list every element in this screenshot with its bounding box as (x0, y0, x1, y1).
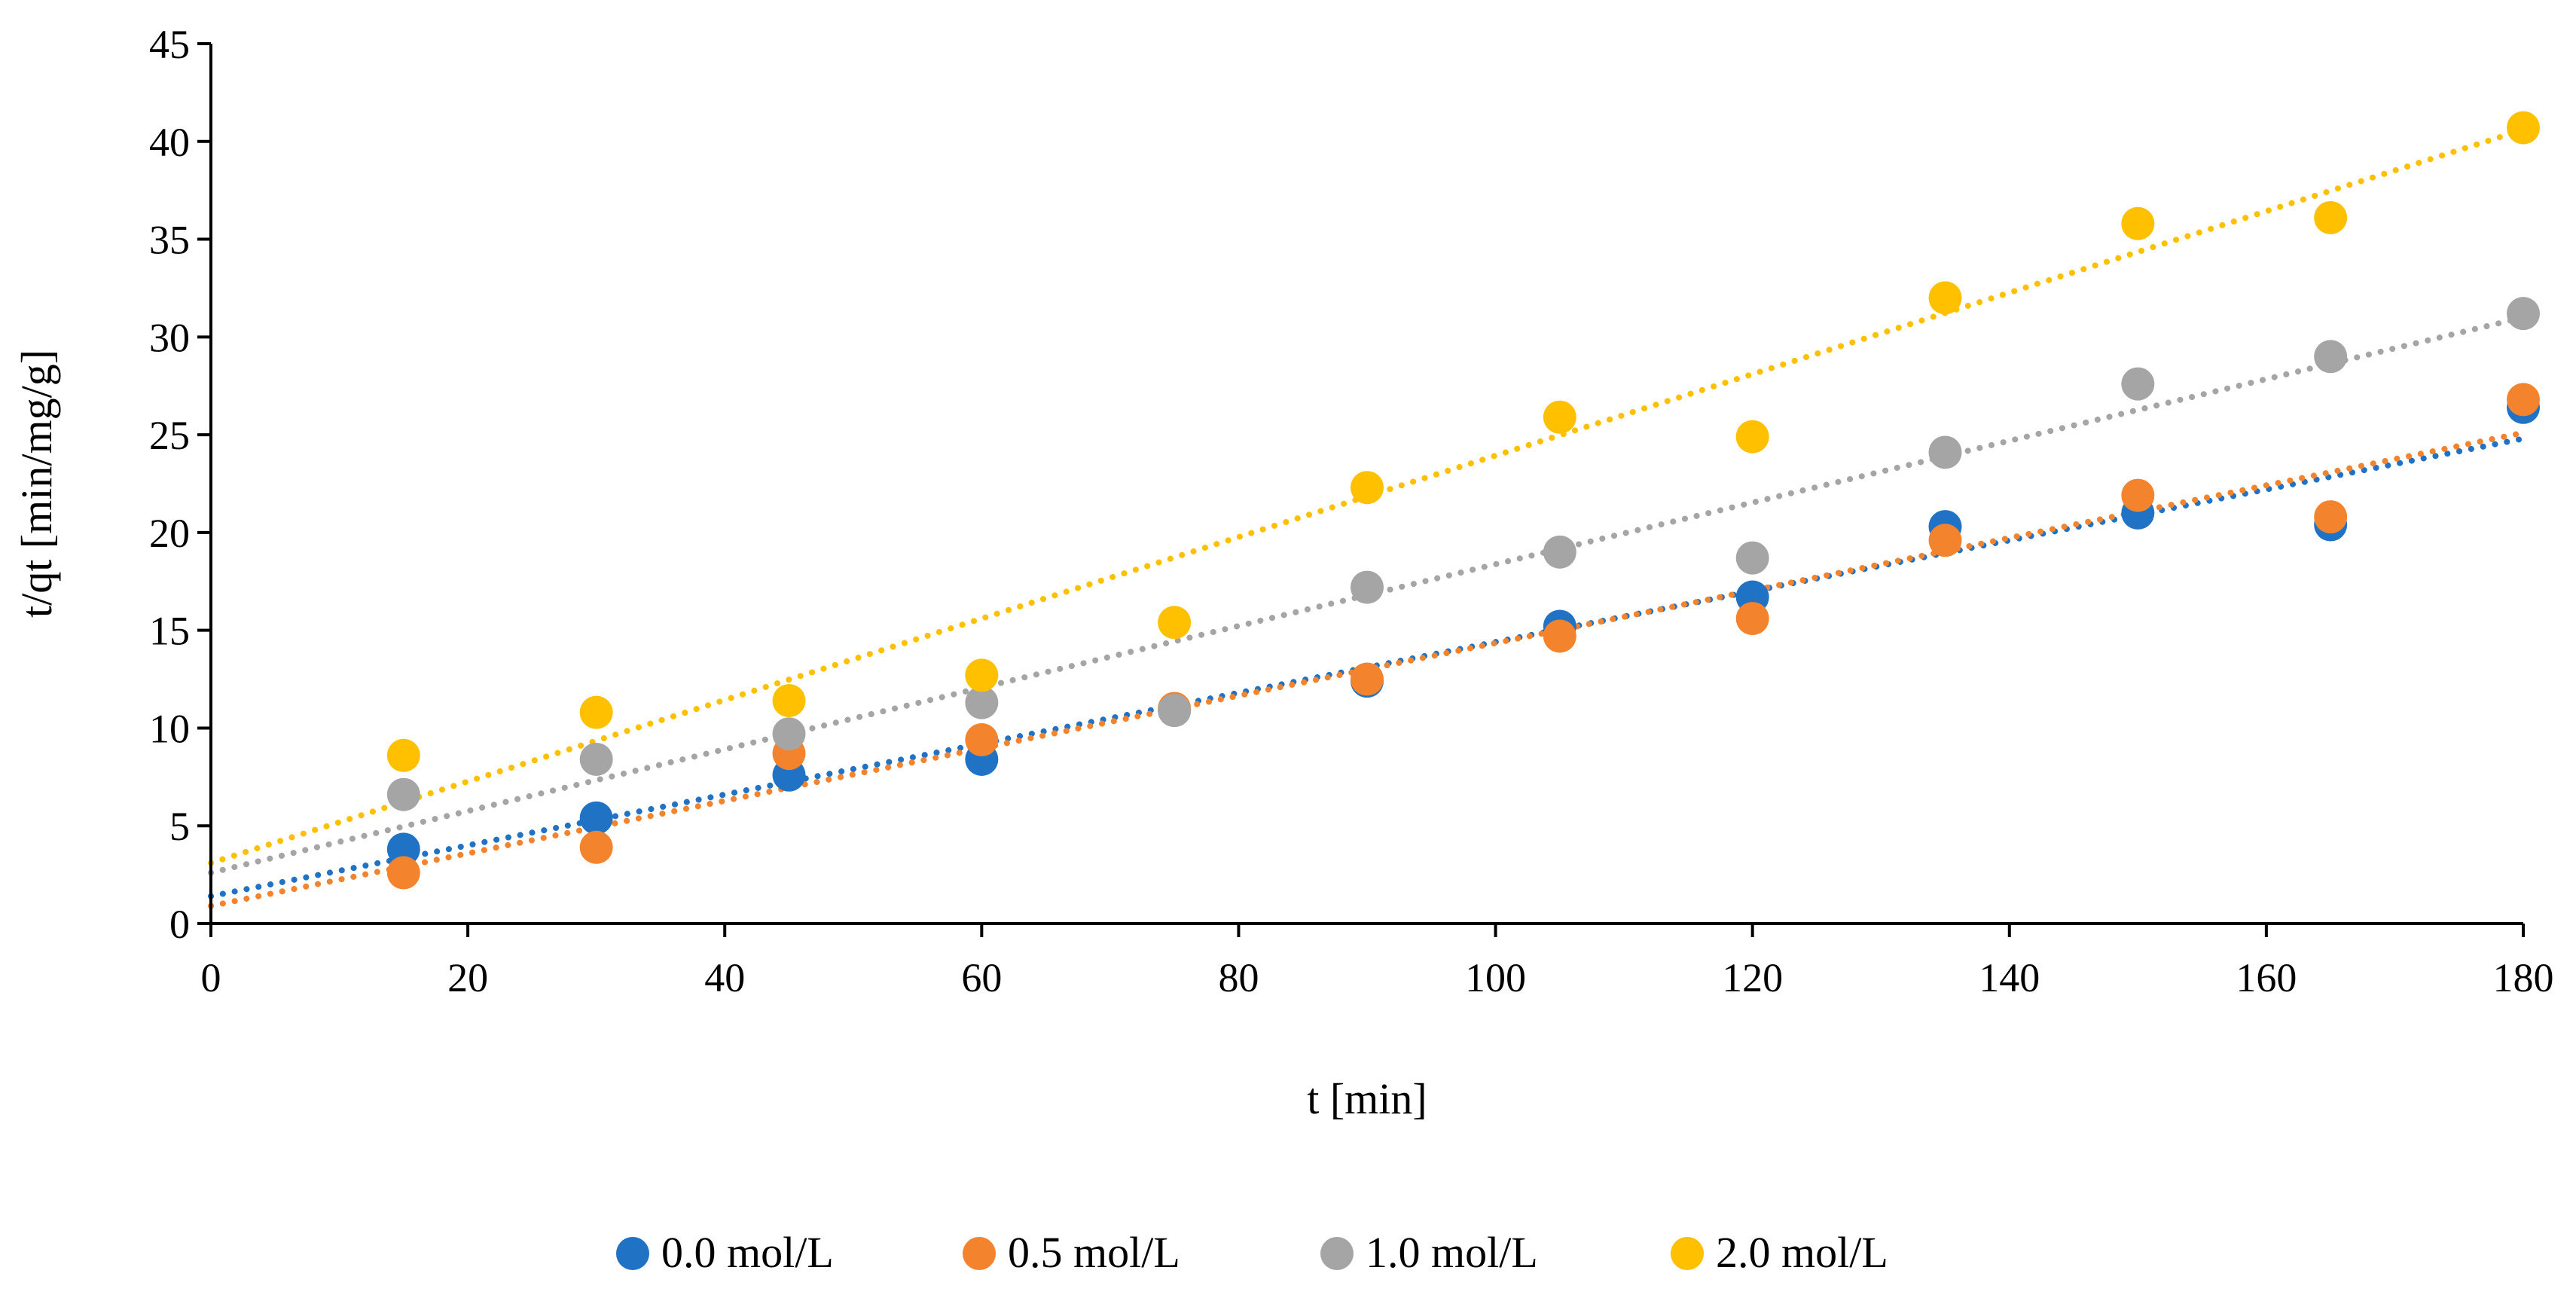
y-tick-label: 30 (149, 315, 190, 360)
trendline-layer (208, 127, 2526, 909)
data-point (1351, 570, 1384, 604)
x-tick-label: 80 (1218, 955, 1259, 1000)
data-point (2314, 201, 2348, 235)
data-point (579, 742, 613, 776)
data-point (2507, 111, 2540, 145)
legend-marker (963, 1237, 996, 1270)
legend-marker (1671, 1237, 1704, 1270)
data-point (1158, 694, 1192, 728)
data-point (1735, 420, 1769, 453)
legend-label: 1.0 mol/L (1366, 1228, 1538, 1277)
data-point (1351, 662, 1384, 696)
y-tick-label: 45 (149, 22, 190, 67)
x-tick-label: 180 (2493, 955, 2554, 1000)
x-tick-label: 120 (1722, 955, 1783, 1000)
data-point (1735, 602, 1769, 636)
x-tick-label: 100 (1465, 955, 1526, 1000)
legend-item: 0.0 mol/L (616, 1228, 834, 1277)
y-tick-label: 5 (169, 804, 190, 849)
data-point (2314, 500, 2348, 534)
data-point (965, 686, 999, 719)
legend-label: 0.0 mol/L (661, 1228, 834, 1277)
legend-item: 0.5 mol/L (963, 1228, 1180, 1277)
data-point (772, 717, 806, 751)
data-point (1543, 400, 1576, 434)
x-tick-label: 40 (704, 955, 745, 1000)
y-tick-label: 10 (149, 706, 190, 751)
x-tick-label: 60 (961, 955, 1002, 1000)
y-axis-title: t/qt [min/mg/g] (12, 350, 61, 618)
x-tick-label: 160 (2236, 955, 2297, 1000)
x-tick-label: 140 (1979, 955, 2040, 1000)
data-point (965, 658, 999, 692)
y-tick-label: 40 (149, 120, 190, 165)
data-point (772, 684, 806, 718)
data-point (386, 738, 420, 772)
data-point (579, 830, 613, 864)
legend-marker (1320, 1237, 1354, 1270)
data-point (2121, 206, 2155, 240)
data-point (386, 856, 420, 890)
y-tick-label: 0 (169, 902, 190, 947)
data-point (2121, 367, 2155, 401)
y-tick-label: 15 (149, 609, 190, 654)
data-point (1928, 281, 1962, 315)
data-point (2121, 478, 2155, 512)
data-point (386, 777, 420, 811)
legend-marker (616, 1237, 649, 1270)
data-point (579, 801, 613, 835)
data-points-layer (386, 111, 2540, 890)
y-tick-label: 25 (149, 413, 190, 458)
data-point (386, 832, 420, 866)
legend-item: 1.0 mol/L (1320, 1228, 1538, 1277)
data-point (2314, 340, 2348, 374)
data-point (2507, 297, 2540, 331)
series-1-0-mol-l (386, 297, 2540, 811)
data-point (579, 695, 613, 729)
axes: 0 5 10 15 20 25 30 35 40 45 0 20 40 60 80 100 120 140 160 1… (149, 22, 2554, 1000)
legend: 0.0 mol/L 0.5 mol/L 1.0 mol/L 2.0 mol/L (616, 1228, 1888, 1277)
legend-item: 2.0 mol/L (1671, 1228, 1888, 1277)
data-point (1928, 524, 1962, 557)
data-point (1543, 535, 1576, 569)
x-axis-title: t [min] (1307, 1074, 1427, 1123)
legend-label: 2.0 mol/L (1716, 1228, 1888, 1277)
data-point (1158, 606, 1192, 640)
data-point (1351, 471, 1384, 505)
x-tick-label: 0 (201, 955, 221, 1000)
series-0-5-mol-l (386, 383, 2540, 890)
data-point (965, 723, 999, 757)
data-point (1928, 435, 1962, 469)
series-2-0-mol-l (386, 111, 2540, 772)
legend-label: 0.5 mol/L (1008, 1228, 1180, 1277)
data-point (1543, 619, 1576, 653)
data-point (1735, 541, 1769, 575)
y-tick-label: 20 (149, 511, 190, 556)
x-tick-label: 20 (447, 955, 488, 1000)
y-tick-label: 35 (149, 218, 190, 263)
data-point (2507, 383, 2540, 417)
